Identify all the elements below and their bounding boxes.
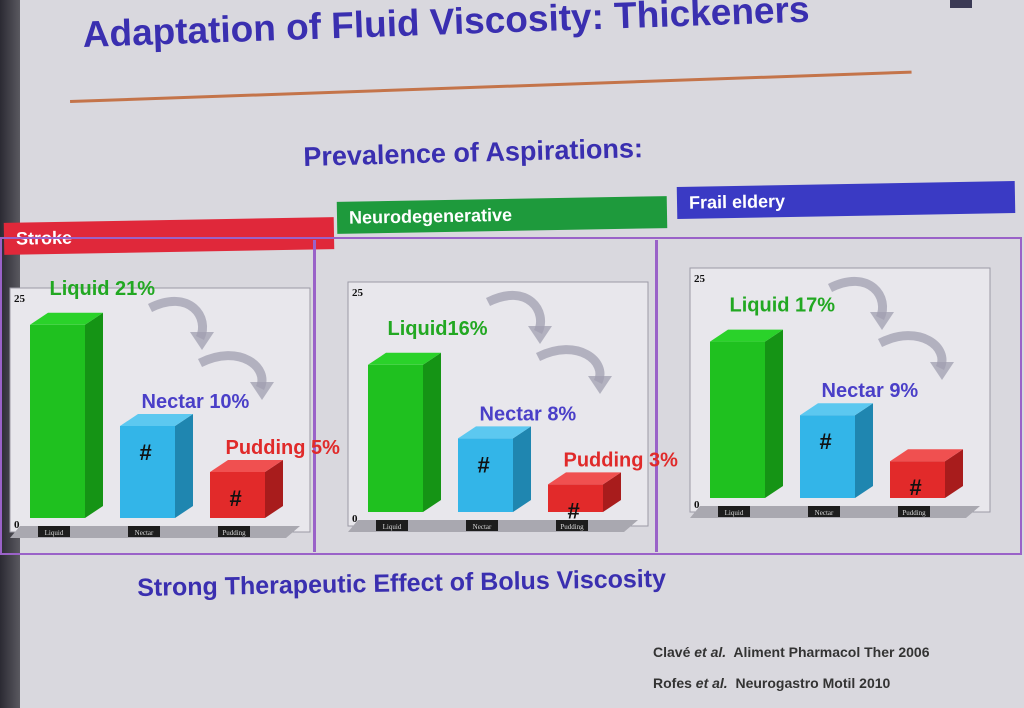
- ref-authors: Rofes: [653, 675, 692, 691]
- significance-marker: #: [820, 429, 832, 454]
- significance-marker: #: [140, 440, 152, 465]
- data-label-pudding: Pudding 3%: [564, 449, 679, 471]
- bar-side-liquid: [423, 352, 441, 512]
- slide-footer: Strong Therapeutic Effect of Bolus Visco…: [137, 564, 667, 602]
- significance-marker: #: [230, 486, 242, 511]
- y-tick-max: 25: [694, 273, 706, 285]
- significance-marker: #: [910, 475, 922, 500]
- bar-liquid: [30, 324, 85, 518]
- arrowhead-icon: [930, 362, 954, 380]
- data-label-nectar: Nectar 8%: [480, 403, 577, 425]
- bar-pudding: [210, 472, 265, 518]
- x-tick-label-bg: [898, 506, 930, 517]
- ref-journal: Aliment Pharmacol Ther 2006: [733, 644, 930, 660]
- slide-subtitle: Prevalence of Aspirations:: [303, 133, 644, 172]
- arrow-icon: [197, 351, 267, 391]
- reference-2: Rofes et al. Neurogastro Motil 2010: [653, 675, 890, 691]
- x-tick-label: Pudding: [222, 529, 246, 537]
- title-underline: [70, 70, 912, 103]
- bar-side-liquid: [765, 329, 783, 498]
- panel-divider: [655, 240, 658, 552]
- arrowhead-icon: [250, 382, 274, 400]
- ref-authors: Clavé: [653, 644, 691, 660]
- chart-stroke: 25 0 Liquid Liquid 21% # Nectar Nectar 10% # Pud…: [9, 278, 340, 538]
- panel-divider: [313, 240, 316, 552]
- bar-liquid: [710, 341, 765, 498]
- data-label-pudding: Pudding 5%: [226, 437, 341, 459]
- ref-journal: Neurogastro Motil 2010: [735, 675, 891, 691]
- x-tick-label: Liquid: [725, 509, 744, 517]
- bar-top-pudding: [548, 472, 621, 485]
- bar-pudding: [548, 484, 603, 512]
- banner-neurodegenerative: Neurodegenerative: [336, 196, 668, 234]
- x-tick-label: Liquid: [45, 529, 64, 537]
- arrow-icon: [535, 345, 605, 385]
- x-tick-label-bg: [376, 520, 408, 531]
- bar-side-pudding: [265, 460, 283, 518]
- arrow-icon: [827, 277, 888, 321]
- bar-pudding: [890, 461, 945, 498]
- x-tick-label: Pudding: [902, 509, 926, 517]
- y-tick-min: 0: [14, 519, 20, 531]
- arrowhead-icon: [528, 326, 552, 344]
- bar-top-liquid: [30, 312, 103, 325]
- chart-frail-eldery: 25 0 Liquid Liquid 17% # Nectar Nectar 9% # Pudd…: [689, 267, 991, 518]
- ref-etal: et al.: [695, 675, 728, 691]
- arrow-icon: [485, 291, 546, 335]
- bar-top-nectar: [800, 403, 873, 416]
- bar-side-nectar: [175, 414, 193, 518]
- arrowhead-icon: [588, 376, 612, 394]
- arrowhead-icon: [190, 332, 214, 350]
- bar-liquid: [368, 364, 423, 512]
- bar-side-pudding: [945, 449, 963, 498]
- slide-title: Adaptation of Fluid Viscosity: Thickener…: [82, 0, 811, 55]
- bar-top-liquid: [710, 329, 783, 342]
- bar-side-pudding: [603, 472, 621, 512]
- x-tick-label-bg: [718, 506, 750, 517]
- slide-corner-mark: [950, 0, 972, 8]
- bar-top-nectar: [120, 414, 193, 426]
- bar-nectar: [458, 438, 513, 512]
- bar-side-liquid: [85, 312, 103, 518]
- x-tick-label-bg: [128, 526, 160, 537]
- data-label-liquid: Liquid16%: [388, 318, 488, 340]
- x-tick-label: Pudding: [560, 523, 584, 531]
- x-tick-label: Nectar: [815, 509, 834, 517]
- data-label-nectar: Nectar 10%: [142, 391, 250, 413]
- data-label-nectar: Nectar 9%: [822, 380, 919, 402]
- x-tick-label-bg: [556, 520, 588, 531]
- bar-top-pudding: [890, 449, 963, 462]
- x-tick-label: Nectar: [473, 523, 492, 531]
- bar-side-nectar: [513, 426, 531, 512]
- x-tick-label-bg: [466, 520, 498, 531]
- bar-top-nectar: [458, 426, 531, 439]
- bar-top-pudding: [210, 460, 283, 472]
- banner-frail-eldery: Frail eldery: [676, 181, 1016, 219]
- data-label-liquid: Liquid 21%: [50, 278, 156, 300]
- y-tick-min: 0: [694, 499, 700, 511]
- panels-frame: [0, 237, 1022, 555]
- significance-marker: #: [568, 498, 580, 523]
- arrowhead-icon: [870, 312, 894, 330]
- x-tick-label-bg: [808, 506, 840, 517]
- x-tick-label: Liquid: [383, 523, 402, 531]
- x-tick-label: Nectar: [135, 529, 154, 537]
- significance-marker: #: [478, 452, 490, 477]
- arrow-icon: [877, 331, 947, 371]
- x-tick-label-bg: [38, 526, 70, 537]
- y-tick-max: 25: [352, 287, 364, 299]
- x-tick-label-bg: [218, 526, 250, 537]
- ref-etal: et al.: [694, 644, 727, 660]
- arrow-icon: [147, 297, 208, 341]
- y-tick-max: 25: [14, 293, 26, 305]
- data-label-liquid: Liquid 17%: [730, 295, 836, 317]
- y-tick-min: 0: [352, 513, 358, 525]
- bar-top-liquid: [368, 352, 441, 365]
- bar-side-nectar: [855, 403, 873, 498]
- reference-1: Clavé et al. Aliment Pharmacol Ther 2006: [653, 644, 930, 660]
- bar-nectar: [800, 415, 855, 498]
- bar-nectar: [120, 426, 175, 518]
